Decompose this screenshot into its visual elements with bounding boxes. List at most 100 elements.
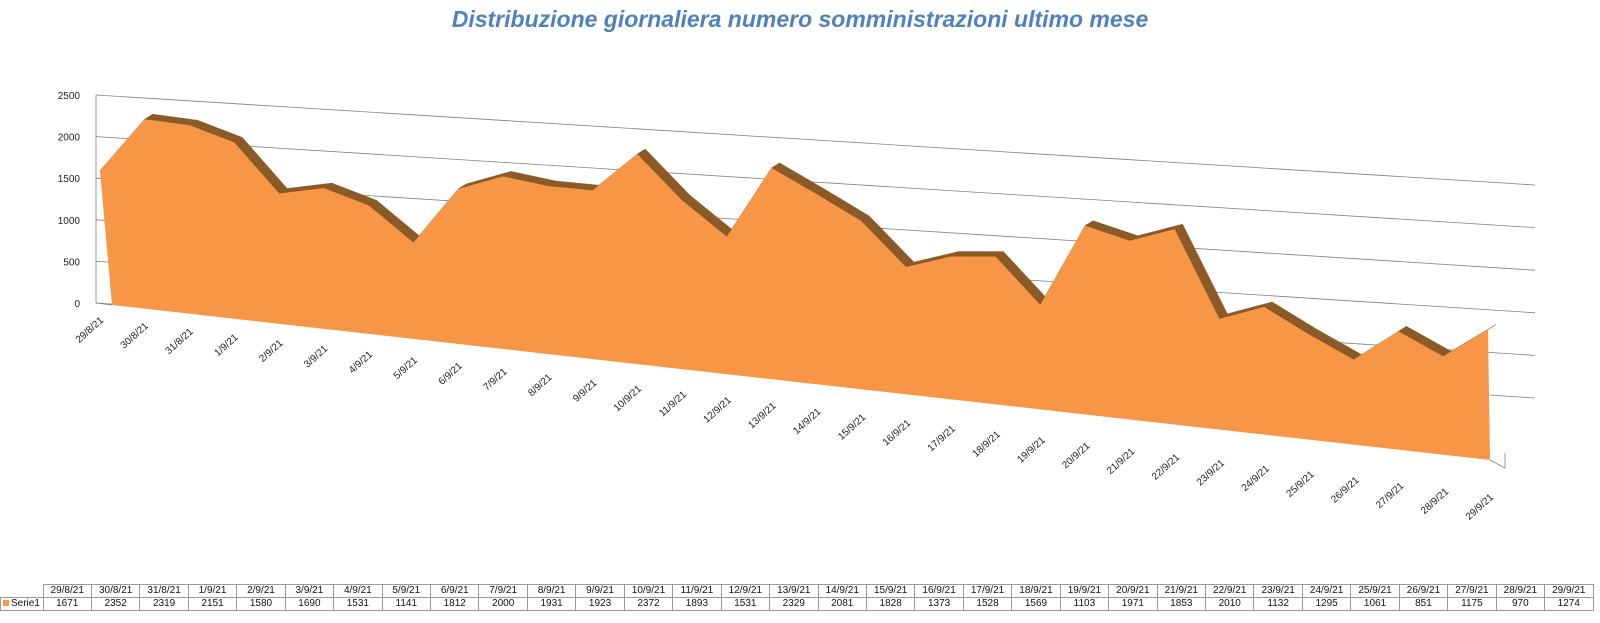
x-tick-label: 27/9/21 xyxy=(1374,480,1406,511)
table-header-cell: 23/9/21 xyxy=(1253,584,1303,598)
x-tick-label: 4/9/21 xyxy=(347,349,375,376)
table-value-cell: 970 xyxy=(1495,597,1546,611)
table-value-cell: 1103 xyxy=(1059,597,1110,611)
table-value-cell: 1931 xyxy=(526,597,577,611)
table-header-cell: 6/9/21 xyxy=(429,584,480,598)
x-tick-label: 23/9/21 xyxy=(1195,458,1227,489)
table-value-cell: 1971 xyxy=(1108,597,1158,611)
table-header-cell: 12/9/21 xyxy=(720,584,771,598)
x-tick-label: 15/9/21 xyxy=(836,412,868,443)
chart-area-3d: 0 500 1000 1500 2000 2500 29/8/21 30/8/21 31/8/… xyxy=(58,91,1536,523)
table-header-cell: 15/9/21 xyxy=(865,584,916,598)
table-header-cell: 13/9/21 xyxy=(769,584,819,598)
table-value-cell: 2151 xyxy=(187,597,238,611)
table-header-cell: 4/9/21 xyxy=(333,584,383,598)
table-header-cell: 3/9/21 xyxy=(284,584,335,598)
table-value-cell: 1295 xyxy=(1301,597,1352,611)
table-value-cell: 2000 xyxy=(478,597,528,611)
table-header-cell: 27/9/21 xyxy=(1447,584,1497,598)
table-header-cell: 10/9/21 xyxy=(623,584,674,598)
table-header-cell: 21/9/21 xyxy=(1156,584,1207,598)
y-tick-label: 2500 xyxy=(58,91,81,102)
area-depth-face xyxy=(949,251,1005,257)
table-header-cell: 5/9/21 xyxy=(381,584,432,598)
table-value-cell: 1132 xyxy=(1253,597,1303,611)
table-value-cell: 1061 xyxy=(1350,597,1400,611)
table-value-cell: 2329 xyxy=(769,597,819,611)
table-value-cell: 2010 xyxy=(1204,597,1255,611)
table-value-cell: 1531 xyxy=(720,597,771,611)
table-value-cell: 1274 xyxy=(1544,597,1594,611)
x-tick-label: 12/9/21 xyxy=(702,395,734,426)
table-header-cell: 7/9/21 xyxy=(478,584,528,598)
x-tick-label: 31/8/21 xyxy=(164,326,196,357)
table-value-cell: 2352 xyxy=(90,597,141,611)
table-header-cell: 25/9/21 xyxy=(1350,584,1400,598)
data-table-header-row: 29/8/21 30/8/21 31/8/21 1/9/21 2/9/21 3/9/21 4… xyxy=(1,584,1594,598)
x-tick-label: 25/9/21 xyxy=(1284,469,1316,500)
x-tick-label: 6/9/21 xyxy=(437,360,465,387)
series-name: Serie1 xyxy=(11,598,40,610)
x-tick-label: 18/9/21 xyxy=(971,429,1003,460)
table-corner xyxy=(1,585,44,598)
x-tick-label: 20/9/21 xyxy=(1060,440,1092,471)
x-tick-label: 5/9/21 xyxy=(392,355,420,382)
area-series xyxy=(99,113,1497,460)
table-header-cell: 16/9/21 xyxy=(914,584,964,598)
x-tick-label: 26/9/21 xyxy=(1329,475,1361,506)
table-header-cell: 14/9/21 xyxy=(817,584,867,598)
gridline xyxy=(95,136,1536,228)
table-value-cell: 2372 xyxy=(623,597,674,611)
data-table: 29/8/21 30/8/21 31/8/21 1/9/21 2/9/21 3/9/21 4… xyxy=(0,584,1594,611)
data-table-series-row: Serie1 1671 2352 2319 2151 1580 1690 1531 1141 18… xyxy=(0,597,1594,611)
y-tick-label: 1500 xyxy=(58,174,81,185)
table-value-cell: 1828 xyxy=(865,597,916,611)
x-tick-label: 3/9/21 xyxy=(302,343,330,370)
x-tick-label: 24/9/21 xyxy=(1240,463,1272,494)
table-header-cell: 20/9/21 xyxy=(1108,584,1158,598)
x-tick-label: 17/9/21 xyxy=(926,423,958,454)
table-header-cell: 18/9/21 xyxy=(1011,584,1061,598)
table-value-cell: 2319 xyxy=(139,597,189,611)
x-tick-label: 13/9/21 xyxy=(746,400,778,431)
table-header-cell: 24/9/21 xyxy=(1301,584,1352,598)
table-header-cell: 11/9/21 xyxy=(672,584,722,598)
x-tick-label: 7/9/21 xyxy=(482,366,510,393)
table-value-cell: 1373 xyxy=(914,597,964,611)
series-label: Serie1 xyxy=(0,597,44,611)
table-value-cell: 1569 xyxy=(1011,597,1061,611)
table-header-cell: 2/9/21 xyxy=(236,584,286,598)
table-value-cell: 1853 xyxy=(1156,597,1207,611)
table-header-cell: 1/9/21 xyxy=(187,584,238,598)
table-header-cell: 29/9/21 xyxy=(1544,584,1594,598)
x-tick-label: 29/9/21 xyxy=(1464,492,1496,523)
x-tick-label: 2/9/21 xyxy=(257,338,285,365)
x-tick-label: 21/9/21 xyxy=(1105,446,1137,477)
x-tick-label: 10/9/21 xyxy=(612,383,644,414)
table-header-cell: 31/8/21 xyxy=(139,584,189,598)
x-tick-label: 9/9/21 xyxy=(571,378,599,405)
x-tick-label: 14/9/21 xyxy=(791,406,823,437)
table-header-cell: 8/9/21 xyxy=(526,584,577,598)
table-header-cell: 17/9/21 xyxy=(962,584,1013,598)
x-tick-label: 1/9/21 xyxy=(212,332,240,359)
table-value-cell: 1580 xyxy=(236,597,286,611)
table-value-cell: 1923 xyxy=(575,597,625,611)
table-value-cell: 851 xyxy=(1398,597,1449,611)
x-tick-label: 8/9/21 xyxy=(526,372,554,399)
table-value-cell: 1893 xyxy=(672,597,722,611)
table-value-cell: 1690 xyxy=(284,597,335,611)
y-tick-label: 500 xyxy=(63,257,80,268)
table-value-cell: 1175 xyxy=(1447,597,1497,611)
table-header-cell: 19/9/21 xyxy=(1059,584,1110,598)
x-tick-label: 30/8/21 xyxy=(119,320,151,351)
chart-title: Distribuzione giornaliera numero sommini… xyxy=(451,6,1149,32)
legend-key xyxy=(3,600,9,607)
y-tick-label: 0 xyxy=(74,299,80,310)
x-tick-label: 16/9/21 xyxy=(881,418,913,449)
table-value-cell: 2081 xyxy=(817,597,867,611)
table-value-cell: 1812 xyxy=(429,597,480,611)
area-front-face xyxy=(100,119,1490,460)
gridline xyxy=(95,94,1536,186)
table-header-cell: 9/9/21 xyxy=(575,584,625,598)
